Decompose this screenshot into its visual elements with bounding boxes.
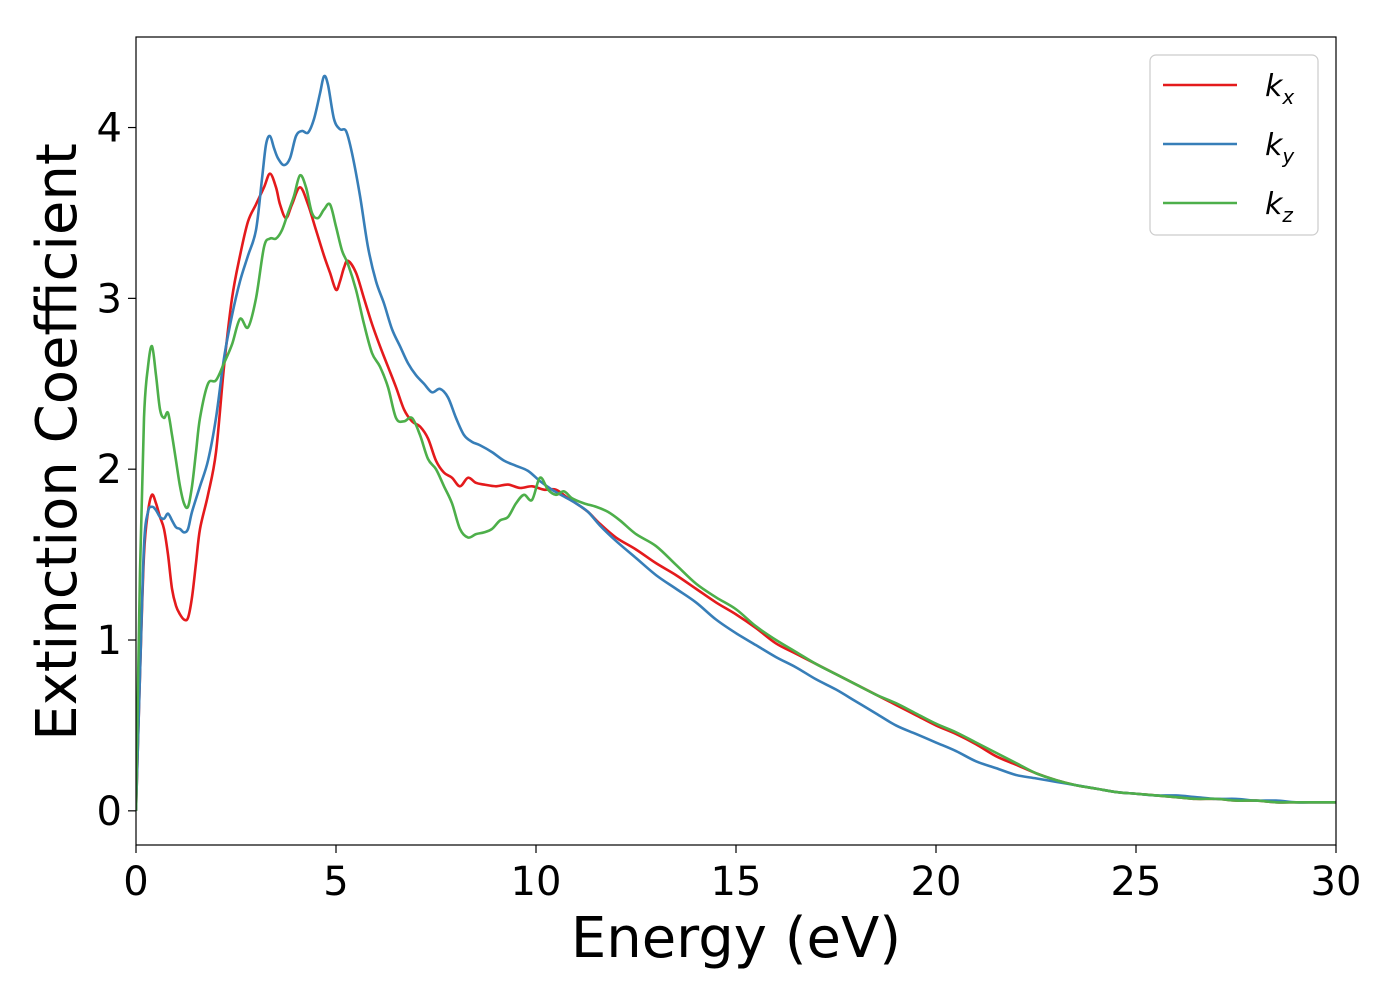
x-tick-label: 5 [323, 859, 348, 905]
legend: kx ky kz [1149, 54, 1319, 236]
y-axis-title: Extinction Coefficient [25, 143, 90, 741]
legend-label-kx: kx [1265, 69, 1294, 109]
legend-label-ky: ky [1265, 128, 1295, 168]
y-tick-label: 1 [97, 618, 122, 664]
y-tick-label: 4 [97, 106, 122, 152]
plot-area [136, 74, 1336, 811]
x-axis: 0 5 10 15 20 25 30 [123, 845, 1361, 905]
x-tick-label: 20 [911, 859, 962, 905]
series-line-ky [136, 74, 1336, 811]
x-tick-label: 10 [511, 859, 562, 905]
x-tick-label: 30 [1311, 859, 1362, 905]
x-tick-label: 15 [711, 859, 762, 905]
legend-label-kz: kz [1265, 187, 1293, 227]
series-line-kz [136, 173, 1336, 811]
y-tick-label: 3 [97, 276, 122, 322]
plot-frame [135, 36, 1337, 846]
series-line-kx [136, 172, 1336, 811]
x-axis-title: Energy (eV) [571, 906, 901, 971]
x-tick-label: 25 [1111, 859, 1162, 905]
y-axis: 0 1 2 3 4 [97, 106, 136, 835]
y-tick-label: 0 [97, 789, 122, 835]
y-tick-label: 2 [97, 447, 122, 493]
x-tick-label: 0 [123, 859, 148, 905]
